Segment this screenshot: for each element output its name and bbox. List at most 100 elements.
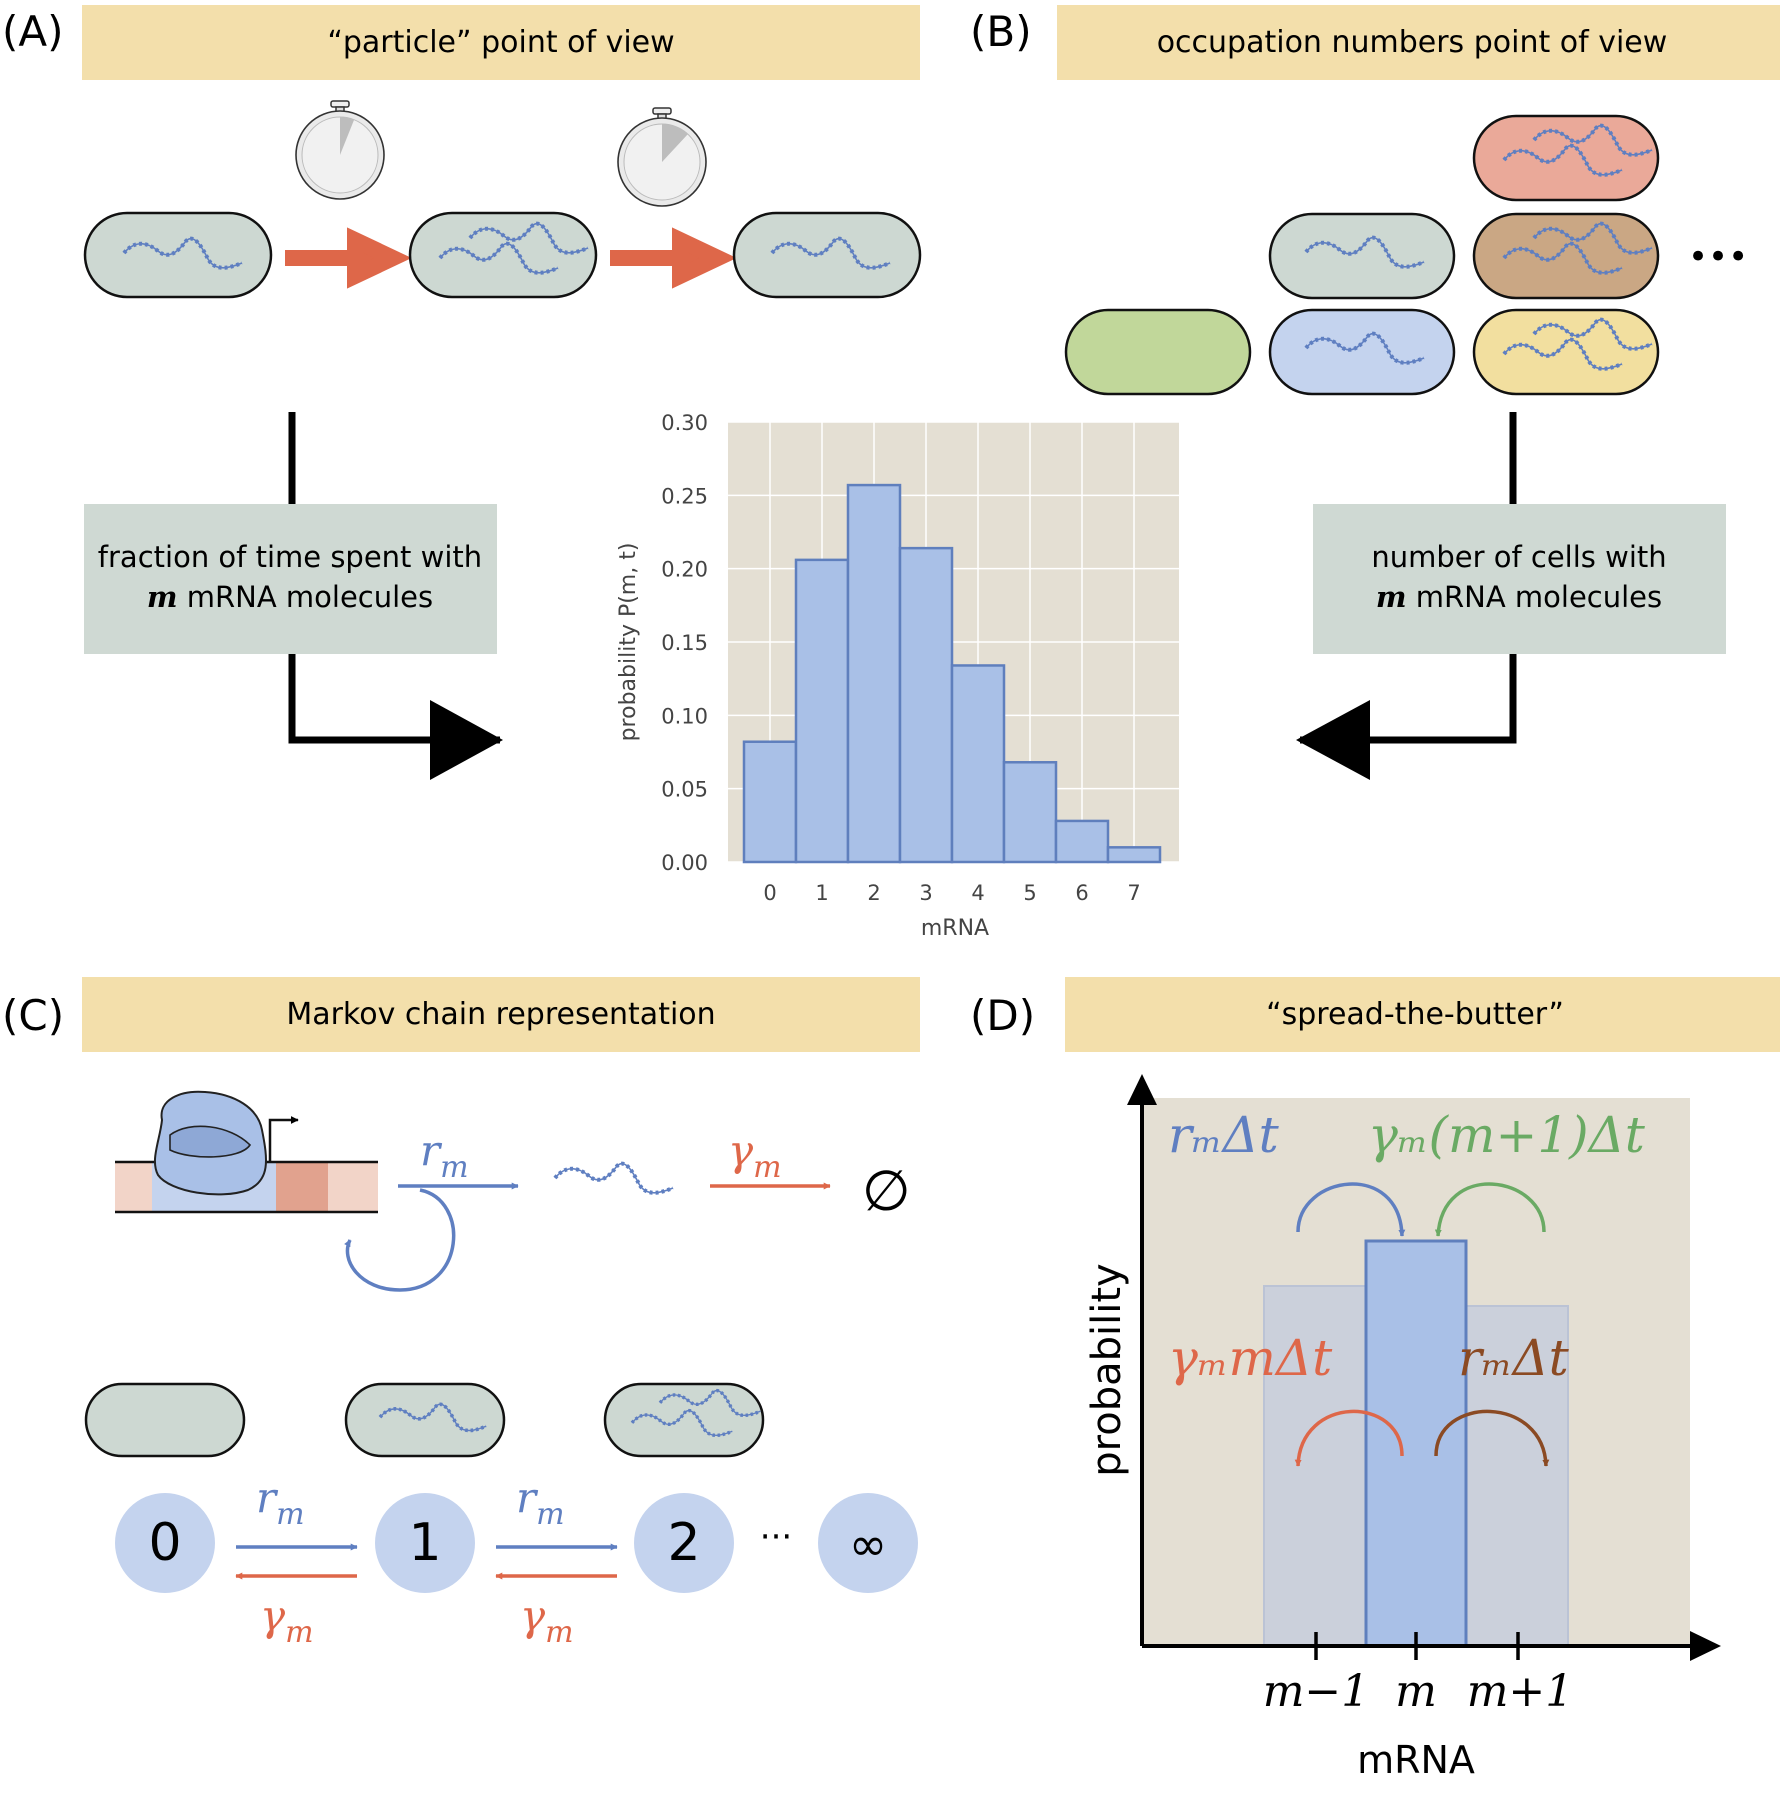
x-tick-label: 5 <box>1023 881 1036 905</box>
y-tick-label: 0.05 <box>661 778 708 802</box>
panel-b-title: occupation numbers point of view <box>1157 25 1668 60</box>
panel-d-header <box>1065 977 1780 1052</box>
empty-set-symbol: ∅ <box>862 1159 911 1224</box>
tick-m-minus-1: m−1 <box>1263 1666 1370 1717</box>
histogram-bar <box>1106 846 1162 864</box>
panel-c-header <box>82 977 920 1052</box>
flux-out-left-arrow <box>1294 1409 1404 1467</box>
cell-one-mrna <box>83 211 273 299</box>
label-a-line2: m mRNA molecules <box>147 580 433 614</box>
label-b-line2: m mRNA molecules <box>1376 580 1662 614</box>
panel-a-tag: (A) <box>2 7 64 56</box>
state-infinity <box>818 1493 918 1593</box>
panel-c-tag: (C) <box>2 991 64 1040</box>
cell-two-mrna <box>408 211 598 299</box>
rate-r-0-1: rm <box>256 1473 305 1532</box>
label-a-line1: fraction of time spent with <box>98 540 482 574</box>
flux-out-right-arrow <box>1434 1409 1550 1467</box>
ellipsis: ••• <box>1688 237 1748 277</box>
mrna-icon <box>553 1161 675 1195</box>
cell-zero-mrna <box>1064 308 1252 396</box>
histogram-bar <box>898 546 954 864</box>
cell-two-mrna <box>1472 114 1660 202</box>
histogram-bar <box>1054 819 1110 864</box>
cell-one-mrna <box>732 211 922 299</box>
label-box-b <box>1313 504 1726 654</box>
tick-m: m <box>1395 1666 1437 1717</box>
state-infinity-label: ∞ <box>849 1517 887 1571</box>
cell-one-mrna <box>344 1382 506 1458</box>
tick-m-plus-1: m+1 <box>1467 1666 1574 1717</box>
rate-r-1-2: rm <box>516 1473 565 1532</box>
bar-m-minus-1 <box>1263 1285 1367 1647</box>
chain-ellipsis: ··· <box>760 1517 792 1557</box>
panel-c: (C) Markov chain representation rm γm ∅ <box>2 977 920 1650</box>
label-b-line1: number of cells with <box>1371 540 1666 574</box>
stopwatch-icon <box>617 107 707 207</box>
cell-one-mrna <box>1268 212 1456 300</box>
panel-b-header <box>1057 5 1780 80</box>
histogram-bar <box>846 483 902 864</box>
state-2 <box>634 1493 734 1593</box>
panel-b: (B) occupation numbers point of view <box>970 5 1780 780</box>
flux-in-right: γₘ(m+1)Δt <box>1368 1106 1646 1164</box>
x-tick-label: 4 <box>971 881 984 905</box>
x-tick-label: 1 <box>815 881 828 905</box>
y-tick-label: 0.30 <box>661 411 708 435</box>
histogram-bar <box>794 558 850 864</box>
state-0 <box>115 1493 215 1593</box>
histogram-bar <box>950 664 1006 864</box>
flux-out-right: rₘΔt <box>1458 1329 1570 1387</box>
panel-d: (D) “spread-the-butter” m−1 m m+1 mRNA p… <box>970 977 1780 1782</box>
time-arrow <box>285 227 412 289</box>
state-1-label: 1 <box>408 1513 441 1573</box>
cell-one-mrna <box>1268 308 1456 396</box>
x-tick-label: 0 <box>763 881 776 905</box>
arrowhead-right <box>430 700 503 780</box>
label-box-a <box>84 504 497 654</box>
x-tick-label: 3 <box>919 881 932 905</box>
histogram-bar <box>742 740 798 864</box>
cell-zero-mrna <box>84 1382 246 1458</box>
y-axis-label: probability P(m, t) <box>616 543 641 742</box>
x-tick-label: 2 <box>867 881 880 905</box>
stopwatch-icon <box>295 100 385 200</box>
arrowhead-left <box>1296 700 1370 780</box>
transcription-rate-label: rm <box>420 1126 469 1185</box>
histogram-chart: 0.00 0.05 0.10 0.15 0.20 0.25 0.30 0 1 2 3 4 5 6 7 mR… <box>616 411 1179 941</box>
panel-d-tag: (D) <box>970 991 1035 1040</box>
d-y-axis-label: probability <box>1084 1263 1130 1476</box>
panel-d-title: “spread-the-butter” <box>1266 997 1564 1032</box>
panel-a: (A) “particle” point of view <box>2 5 922 780</box>
flux-in-left: rₘΔt <box>1168 1106 1280 1164</box>
cell-two-mrna <box>603 1382 765 1458</box>
d-x-axis-label: mRNA <box>1357 1738 1475 1782</box>
degradation-rate-label: γm <box>728 1126 782 1185</box>
polymerase-icon <box>153 1090 267 1196</box>
flux-out-left: γₘmΔt <box>1168 1329 1333 1387</box>
panel-a-header <box>82 5 920 80</box>
state-2-label: 2 <box>667 1513 700 1573</box>
rate-gamma-2-1: γm <box>520 1591 574 1650</box>
panel-b-tag: (B) <box>970 7 1032 56</box>
bar-m <box>1364 1239 1468 1648</box>
y-tick-label: 0.15 <box>661 631 708 655</box>
x-tick-label: 6 <box>1075 881 1088 905</box>
cell-two-mrna <box>1472 308 1660 396</box>
flux-in-right-arrow <box>1434 1182 1546 1237</box>
y-tick-label: 0.10 <box>661 704 708 728</box>
x-tick-label: 7 <box>1127 881 1140 905</box>
recycle-arrow <box>344 1188 456 1292</box>
flux-in-left-arrow <box>1296 1182 1406 1237</box>
panel-c-title: Markov chain representation <box>286 997 715 1032</box>
state-1 <box>375 1493 475 1593</box>
state-0-label: 0 <box>148 1513 181 1573</box>
y-tick-label: 0.00 <box>661 851 708 875</box>
histogram-bar <box>1002 761 1058 864</box>
y-tick-label: 0.25 <box>661 484 708 508</box>
time-arrow <box>610 227 737 289</box>
x-axis-label: mRNA <box>921 916 989 941</box>
cell-two-mrna <box>1472 212 1660 300</box>
panel-a-title: “particle” point of view <box>327 25 674 60</box>
